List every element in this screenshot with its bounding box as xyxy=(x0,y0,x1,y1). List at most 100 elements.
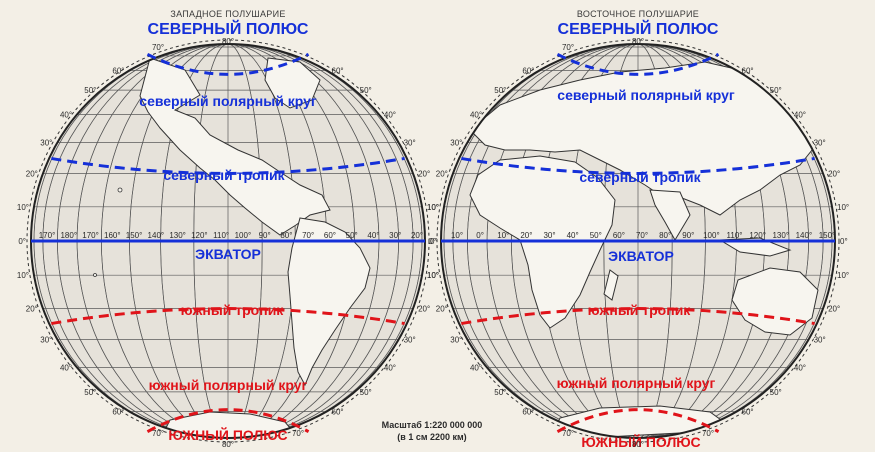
bottom-longitude-label: 70° xyxy=(292,429,304,438)
latitude-label-right: 50° xyxy=(770,388,782,397)
latitude-label-right: 40° xyxy=(384,364,396,373)
eastern-antarctic-circle-label: южный полярный круг xyxy=(557,375,716,391)
longitude-label: 140° xyxy=(148,231,165,240)
latitude-label-right: 10° xyxy=(427,203,439,212)
western-south-pole-label: ЮЖНЫЙ ПОЛЮС xyxy=(168,426,287,443)
western-hemisphere xyxy=(26,39,430,443)
top-longitude-label: 70° xyxy=(152,43,164,52)
latitude-label-right: 50° xyxy=(360,388,372,397)
antarctic-circle-line xyxy=(556,408,720,433)
longitude-label: 110° xyxy=(727,231,743,240)
latitude-label-right: 50° xyxy=(360,86,372,95)
latitude-label-left: 50° xyxy=(84,86,96,95)
madagascar-land xyxy=(603,269,619,301)
scale-description: (в 1 см 2200 км) xyxy=(397,432,466,442)
longitude-label: 130° xyxy=(772,231,789,240)
eurasia-land xyxy=(469,61,821,216)
latitude-label-left: 0° xyxy=(18,237,26,246)
top-longitude-label: 80° xyxy=(222,37,234,46)
latitude-label-right: 60° xyxy=(332,66,344,75)
bottom-longitude-label: 70° xyxy=(562,429,574,438)
longitude-label: 70° xyxy=(636,231,648,240)
latitude-label-left: 40° xyxy=(60,110,72,119)
latitude-label-left: 10° xyxy=(17,203,29,212)
latitude-label-right: 60° xyxy=(742,408,754,417)
latitude-label-right: 60° xyxy=(332,408,344,417)
western-arctic-circle-label: северный полярный круг xyxy=(139,93,317,109)
western-north-pole-label: СЕВЕРНЫЙ ПОЛЮС xyxy=(148,19,309,38)
western-tropic-south-label: южный тропик xyxy=(181,302,285,318)
latitude-label-left: 30° xyxy=(450,139,462,148)
latitude-label-left: 60° xyxy=(522,408,534,417)
longitude-label: 50° xyxy=(590,231,602,240)
hawaii-island xyxy=(117,187,123,193)
latitude-label-right: 40° xyxy=(794,110,806,119)
longitude-label: 50° xyxy=(346,231,358,240)
longitude-label: 10° xyxy=(451,231,463,240)
eastern-south-pole-label: ЮЖНЫЙ ПОЛЮС xyxy=(581,433,700,450)
longitude-label: 100° xyxy=(703,231,720,240)
longitude-label: 90° xyxy=(259,231,271,240)
western-globe-dashed-rim xyxy=(26,39,430,443)
latitude-label-left: 40° xyxy=(470,364,482,373)
eastern-overlay-lines xyxy=(441,52,835,433)
latitude-label-left: 40° xyxy=(470,110,482,119)
latitude-label-right: 30° xyxy=(404,336,416,345)
latitude-label-left: 50° xyxy=(494,86,506,95)
latitude-label-left: 10° xyxy=(17,271,29,280)
south-america-land xyxy=(287,217,371,387)
longitude-label: 170° xyxy=(39,231,56,240)
latitude-label-left: 50° xyxy=(84,388,96,397)
arctic-circle-line xyxy=(146,52,310,76)
latitude-label-right: 0° xyxy=(840,237,848,246)
longitude-label: 130° xyxy=(169,231,186,240)
pacific-island xyxy=(93,273,97,277)
eastern-hemisphere xyxy=(436,39,840,443)
longitude-label: 30° xyxy=(543,231,555,240)
latitude-label-right: 40° xyxy=(794,364,806,373)
latitude-label-right: 10° xyxy=(837,203,849,212)
longitude-label: 90° xyxy=(682,231,694,240)
latitude-label-left: 10° xyxy=(427,271,439,280)
western-overlay-lines xyxy=(31,52,425,433)
longitude-label: 100° xyxy=(235,231,252,240)
longitude-label: 40° xyxy=(367,231,379,240)
longitude-label: 80° xyxy=(280,231,292,240)
bottom-longitude-label: 70° xyxy=(152,429,164,438)
australia-land xyxy=(731,267,819,336)
longitude-label: 40° xyxy=(567,231,579,240)
tropic-south-line xyxy=(461,307,815,326)
eastern-tropic-south-label: южный тропик xyxy=(588,302,692,318)
longitude-label: 60° xyxy=(613,231,625,240)
latitude-label-right: 30° xyxy=(814,139,826,148)
tropic-north-line xyxy=(51,156,405,175)
longitude-label: 150° xyxy=(126,231,143,240)
latitude-label-right: 10° xyxy=(427,271,439,280)
eastern-globe-dashed-rim xyxy=(436,39,840,443)
north-america-land xyxy=(139,57,331,236)
longitude-label: 0° xyxy=(476,231,484,240)
longitude-label: 80° xyxy=(659,231,671,240)
bottom-longitude-label: 80° xyxy=(222,440,234,449)
antarctic-circle-line xyxy=(146,408,310,433)
latitude-label-left: 20° xyxy=(26,170,38,179)
eastern-equator-label: ЭКВАТОР xyxy=(608,248,674,264)
eastern-north-pole-label: СЕВЕРНЫЙ ПОЛЮС xyxy=(558,19,719,38)
longitude-label: 150° xyxy=(819,231,836,240)
longitude-label: 20° xyxy=(520,231,532,240)
latitude-label-right: 20° xyxy=(828,170,840,179)
scale-ratio: Масштаб 1:220 000 000 xyxy=(382,420,483,430)
longitude-label: 180° xyxy=(60,231,77,240)
latitude-label-left: 30° xyxy=(40,139,52,148)
latitude-label-left: 50° xyxy=(494,388,506,397)
top-longitude-label: 80° xyxy=(632,37,644,46)
longitude-label: 70° xyxy=(302,231,314,240)
bottom-longitude-label: 70° xyxy=(702,429,714,438)
longitude-label: 60° xyxy=(324,231,336,240)
bottom-longitude-label: 80° xyxy=(632,440,644,449)
latitude-label-right: 40° xyxy=(384,110,396,119)
top-longitude-label: 70° xyxy=(562,43,574,52)
latitude-label-left: 20° xyxy=(436,304,448,313)
latitude-label-right: 10° xyxy=(837,271,849,280)
